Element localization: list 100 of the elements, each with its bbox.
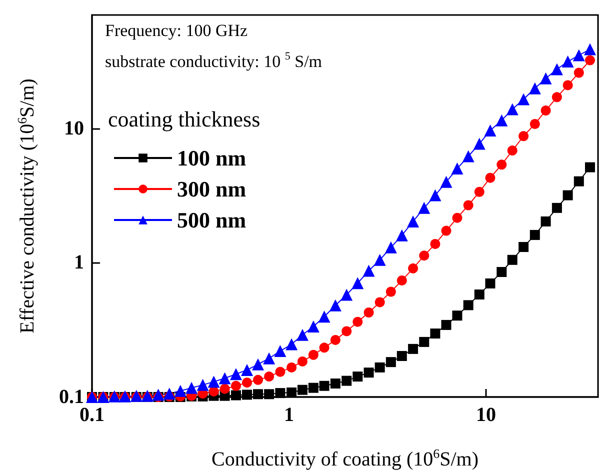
point — [396, 275, 407, 286]
point — [484, 124, 496, 136]
point — [474, 186, 484, 197]
point — [374, 254, 386, 266]
point — [352, 372, 363, 382]
point — [451, 162, 464, 175]
point — [485, 172, 496, 183]
point — [540, 216, 551, 226]
point — [329, 299, 342, 312]
point — [308, 350, 318, 360]
point — [473, 138, 486, 150]
point — [319, 380, 330, 391]
point — [174, 384, 186, 397]
point — [540, 72, 552, 84]
point — [364, 307, 374, 318]
point — [230, 368, 242, 380]
point — [584, 43, 596, 56]
point — [253, 389, 264, 400]
y-tick-label: 10 — [64, 117, 84, 140]
point — [230, 390, 241, 400]
point — [384, 241, 397, 254]
point — [452, 310, 462, 321]
point — [530, 230, 540, 240]
point — [386, 286, 396, 297]
point — [562, 190, 573, 200]
x-tick-label: 1 — [284, 404, 294, 426]
point — [242, 390, 252, 400]
point — [362, 264, 375, 277]
point — [342, 326, 352, 336]
point — [196, 378, 209, 391]
y-axis-title: Effective conductivity (106S/m) — [14, 78, 39, 334]
point — [330, 334, 340, 345]
point — [574, 68, 584, 78]
point — [441, 226, 452, 236]
point — [274, 345, 286, 358]
point — [429, 189, 442, 202]
point — [264, 372, 274, 382]
point — [208, 376, 220, 388]
point — [307, 320, 320, 333]
point — [518, 93, 530, 106]
point — [340, 288, 353, 301]
point — [530, 118, 540, 129]
point — [562, 56, 574, 68]
point — [330, 378, 340, 389]
point — [352, 316, 363, 327]
point — [507, 254, 518, 265]
point — [474, 290, 484, 300]
point — [407, 215, 420, 228]
point — [518, 131, 529, 142]
point — [230, 380, 241, 391]
point — [552, 92, 562, 102]
point — [386, 357, 396, 368]
point — [220, 384, 230, 394]
point — [264, 389, 274, 400]
legend-label: 500 nm — [177, 208, 246, 232]
point — [130, 390, 142, 402]
point — [297, 384, 308, 395]
point — [352, 277, 364, 290]
point — [552, 202, 562, 213]
point — [518, 242, 529, 252]
point — [186, 382, 198, 394]
point — [485, 278, 496, 288]
x-tick-label: 10 — [476, 404, 496, 426]
point — [241, 364, 254, 376]
point — [507, 146, 518, 156]
point — [275, 366, 286, 377]
point — [540, 106, 551, 116]
point — [562, 80, 573, 90]
point — [208, 386, 219, 396]
point — [408, 344, 418, 354]
point — [440, 176, 452, 188]
point — [441, 320, 452, 330]
point — [418, 202, 430, 214]
point — [242, 378, 252, 388]
point — [585, 162, 596, 172]
point — [430, 238, 440, 249]
point — [218, 372, 231, 384]
point — [430, 328, 440, 339]
point — [550, 63, 563, 76]
point — [463, 300, 474, 310]
point — [263, 352, 276, 364]
point — [275, 388, 286, 398]
annotation: Frequency: 100 GHz — [105, 21, 248, 40]
point — [152, 388, 164, 401]
point — [286, 388, 297, 398]
point — [462, 150, 474, 162]
legend-label: 100 nm — [177, 146, 246, 170]
point — [396, 351, 407, 361]
point — [342, 376, 352, 386]
point — [528, 82, 541, 94]
point — [374, 297, 385, 308]
legend-title: coating thickness — [108, 106, 260, 132]
point — [506, 103, 518, 116]
point — [319, 342, 330, 353]
point — [585, 55, 596, 66]
point — [163, 388, 176, 400]
point — [286, 338, 298, 350]
point — [286, 362, 297, 372]
point — [419, 336, 430, 347]
point — [574, 176, 584, 186]
